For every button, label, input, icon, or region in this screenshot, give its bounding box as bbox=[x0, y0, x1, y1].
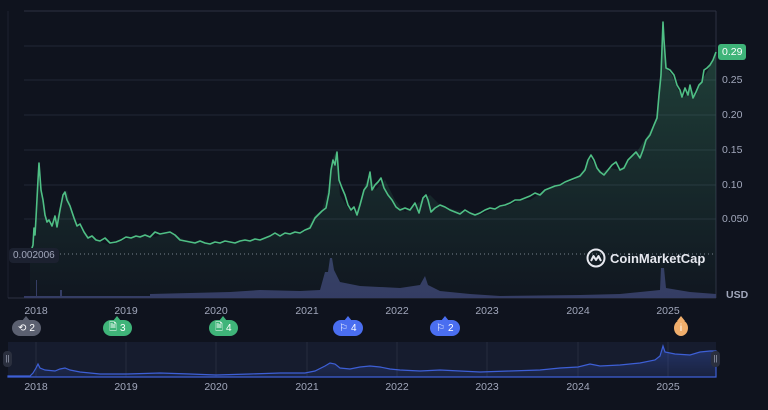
y-tick: 0.25 bbox=[722, 74, 743, 86]
y-tick: 0.15 bbox=[722, 144, 743, 156]
event-badge-document[interactable]: 🗎 4 bbox=[209, 316, 238, 336]
event-badge-info[interactable]: i bbox=[674, 316, 688, 336]
navigator-x-tick: 2020 bbox=[204, 381, 228, 393]
event-badge-document[interactable]: 🗎 3 bbox=[103, 316, 132, 336]
navigator-x-tick: 2025 bbox=[656, 381, 680, 393]
watermark-text: CoinMarketCap bbox=[610, 250, 706, 266]
y-tick: 0.050 bbox=[722, 213, 749, 225]
currency-label: USD bbox=[726, 289, 749, 301]
y-tick: 0.10 bbox=[722, 179, 743, 191]
navigator[interactable] bbox=[7, 342, 717, 378]
x-tick: 2024 bbox=[566, 305, 590, 317]
current-price-tag: 0.29 bbox=[718, 44, 747, 60]
x-tick: 2020 bbox=[204, 305, 228, 317]
cmc-logo-icon bbox=[586, 248, 606, 268]
navigator-x-tick: 2024 bbox=[566, 381, 590, 393]
navigator-x-tick: 2023 bbox=[475, 381, 499, 393]
navigator-x-tick: 2022 bbox=[385, 381, 409, 393]
navigator-x-tick: 2019 bbox=[114, 381, 138, 393]
flag-icon: ⚐ bbox=[339, 322, 348, 334]
navigator-x-tick: 2018 bbox=[24, 381, 48, 393]
navigator-right-handle[interactable]: || bbox=[711, 351, 720, 367]
event-badge-flag[interactable]: ⚐ 2 bbox=[430, 316, 460, 336]
flag-icon: ⚐ bbox=[436, 322, 445, 334]
x-tick: 2025 bbox=[656, 305, 680, 317]
event-badge-history[interactable]: ⟲ 2 bbox=[12, 316, 41, 336]
x-tick: 2018 bbox=[24, 305, 48, 317]
coinmarketcap-logo: CoinMarketCap bbox=[586, 248, 705, 268]
x-tick: 2023 bbox=[475, 305, 499, 317]
navigator-left-handle[interactable]: || bbox=[3, 351, 12, 367]
y-tick: 0.20 bbox=[722, 109, 743, 121]
x-tick: 2022 bbox=[385, 305, 409, 317]
event-badge-flag[interactable]: ⚐ 4 bbox=[333, 316, 363, 336]
min-price-label: 0.002006 bbox=[9, 248, 59, 263]
price-line bbox=[29, 21, 717, 255]
document-icon: 🗎 bbox=[215, 321, 224, 333]
document-icon: 🗎 bbox=[109, 321, 118, 333]
x-tick: 2021 bbox=[295, 305, 319, 317]
info-icon: i bbox=[679, 322, 683, 334]
history-icon: ⟲ bbox=[18, 322, 27, 334]
x-tick: 2019 bbox=[114, 305, 138, 317]
price-area bbox=[30, 22, 716, 298]
navigator-x-tick: 2021 bbox=[295, 381, 319, 393]
